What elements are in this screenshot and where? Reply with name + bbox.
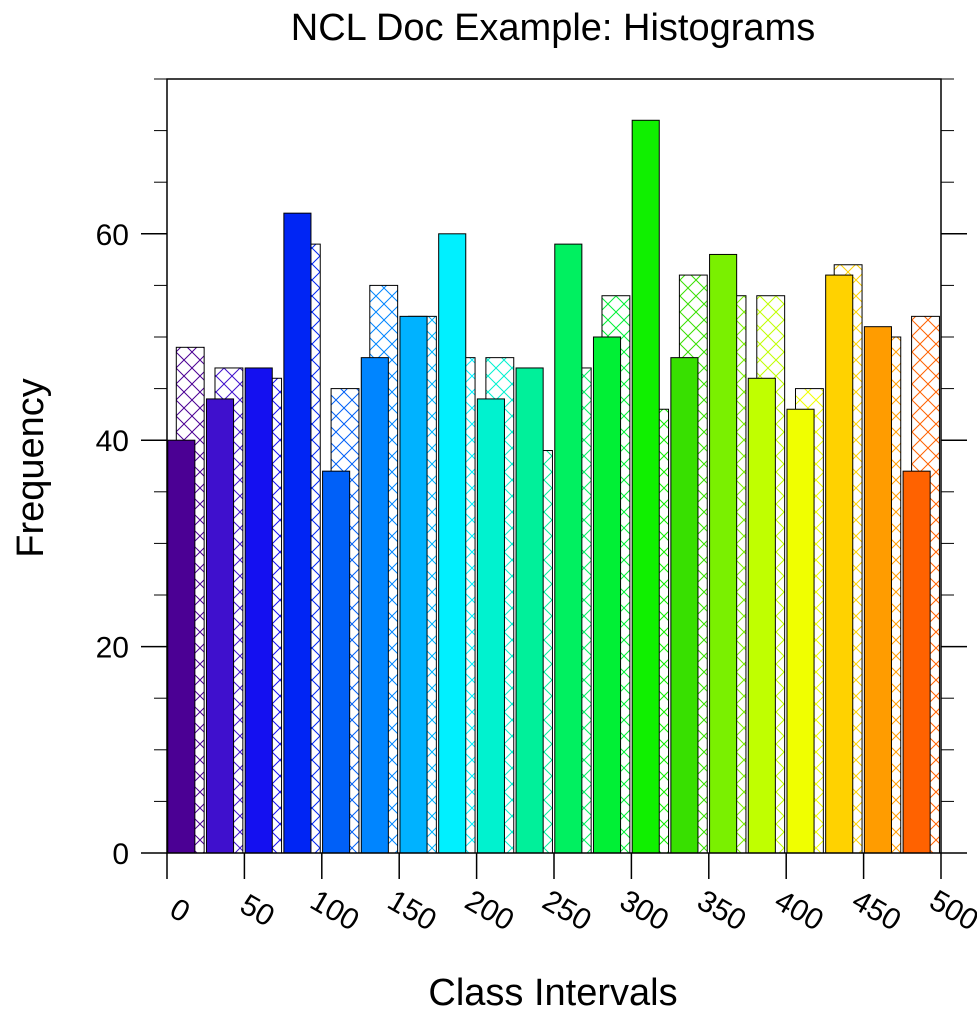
bar-solid-19 — [902, 470, 931, 854]
y-tick-label-1: 20 — [96, 632, 129, 665]
y-tick-label-2: 40 — [96, 425, 129, 458]
bar-solid-15 — [747, 377, 776, 854]
bar-solid-1 — [205, 398, 235, 854]
bar-solid-10 — [554, 243, 583, 854]
x-tick-label-2: 100 — [305, 884, 365, 938]
bar-solid-16 — [786, 408, 815, 854]
x-tick-label-8: 400 — [769, 884, 829, 938]
x-tick-label-10: 500 — [924, 884, 977, 938]
bar-solid-8 — [476, 398, 505, 854]
plot-frame — [166, 78, 942, 854]
bar-solid-6 — [399, 315, 428, 854]
bar-solid-11 — [592, 336, 622, 854]
bar-solid-2 — [244, 367, 273, 854]
bars-group — [167, 119, 940, 854]
x-tick-label-0: 0 — [164, 892, 195, 929]
x-tick-label-4: 200 — [459, 884, 519, 938]
bar-solid-12 — [631, 119, 660, 854]
bar-solid-4 — [322, 470, 351, 854]
bar-solid-17 — [825, 274, 854, 854]
x-axis-label: Class Intervals — [428, 972, 677, 1014]
x-tick-label-6: 300 — [614, 884, 674, 938]
bar-solid-0 — [167, 439, 196, 854]
x-tick-label-5: 250 — [537, 884, 597, 938]
x-tick-label-3: 150 — [382, 884, 442, 938]
bar-solid-13 — [670, 357, 699, 854]
x-tick-label-7: 350 — [692, 884, 752, 938]
x-tick-label-1: 50 — [234, 888, 279, 933]
bar-solid-18 — [863, 326, 892, 854]
bar-solid-14 — [709, 253, 738, 854]
y-tick-label-3: 60 — [96, 219, 129, 252]
bar-solid-3 — [283, 212, 312, 854]
bar-solid-7 — [438, 233, 467, 854]
x-tick-label-9: 450 — [846, 884, 906, 938]
bar-solid-5 — [360, 357, 389, 854]
y-axis-label: Frequency — [10, 378, 52, 558]
bar-solid-9 — [515, 367, 544, 854]
y-tick-label-0: 0 — [112, 838, 129, 871]
chart-title: NCL Doc Example: Histograms — [291, 7, 815, 49]
